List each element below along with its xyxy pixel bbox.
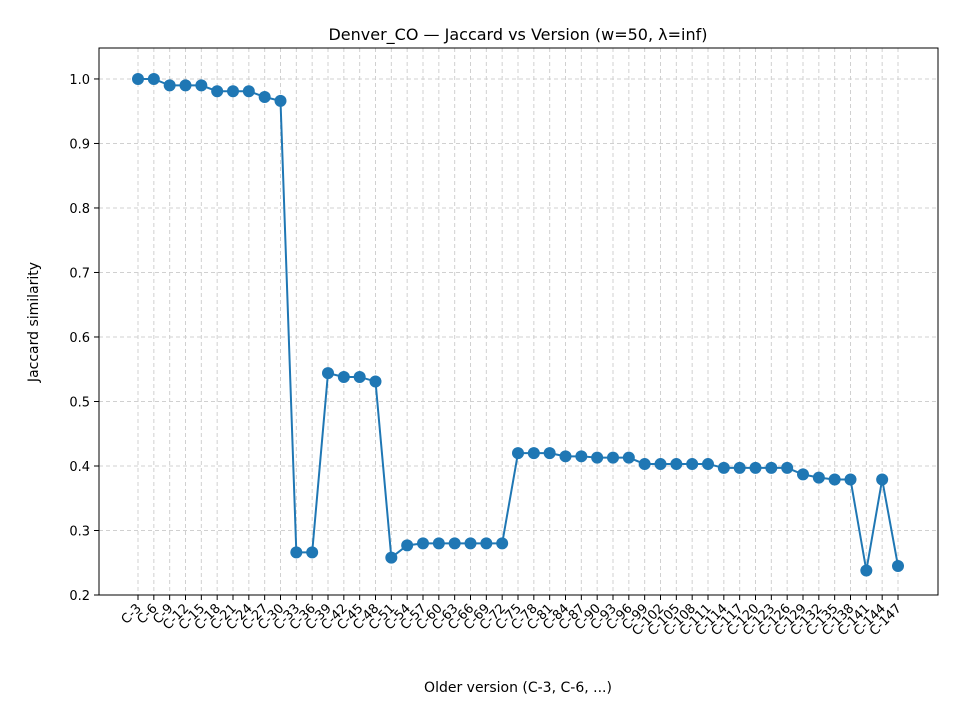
- point: [591, 451, 604, 464]
- point: [733, 461, 746, 474]
- point: [147, 72, 160, 85]
- point: [892, 559, 904, 572]
- point: [227, 85, 239, 98]
- y-tick-label: 0.6: [69, 331, 90, 346]
- point: [781, 461, 794, 474]
- point: [385, 551, 398, 564]
- y-tick-label: 0.5: [69, 395, 90, 410]
- point: [195, 79, 208, 92]
- point: [163, 79, 176, 92]
- point: [622, 451, 635, 464]
- y-tick-label: 0.8: [69, 202, 90, 217]
- y-axis-label: Jaccard similarity: [26, 262, 42, 383]
- point: [179, 79, 192, 92]
- y-tick-label: 0.3: [69, 524, 90, 539]
- point: [496, 537, 509, 550]
- point: [417, 537, 429, 550]
- point: [242, 85, 255, 98]
- y-tick-label: 1.0: [69, 73, 90, 88]
- point: [559, 450, 572, 463]
- point: [702, 458, 714, 471]
- point: [797, 468, 809, 481]
- plot-frame: [98, 47, 939, 596]
- point: [401, 539, 414, 552]
- point: [448, 537, 461, 550]
- point: [543, 447, 556, 460]
- y-tick-label: 0.4: [69, 460, 90, 475]
- point: [812, 471, 825, 484]
- point: [686, 458, 699, 471]
- point: [717, 461, 730, 474]
- point: [527, 447, 540, 460]
- point: [353, 370, 366, 383]
- x-axis-label: Older version (C-3, C-6, ...): [424, 680, 612, 696]
- point: [274, 94, 287, 107]
- point: [290, 546, 303, 559]
- point: [828, 473, 841, 486]
- point: [211, 85, 224, 98]
- point: [860, 564, 873, 577]
- point: [322, 367, 334, 380]
- point: [464, 537, 477, 550]
- point: [369, 375, 382, 388]
- point: [306, 546, 319, 559]
- point: [480, 537, 493, 550]
- y-tick-label: 0.9: [69, 137, 90, 152]
- point: [749, 461, 762, 474]
- y-tick-label: 0.2: [69, 589, 90, 604]
- chart-title: Denver_CO — Jaccard vs Version (w=50, λ=…: [328, 25, 707, 45]
- point: [876, 473, 889, 486]
- point: [512, 447, 524, 460]
- point: [844, 473, 857, 486]
- point: [575, 450, 588, 463]
- point: [432, 537, 445, 550]
- point: [337, 370, 350, 383]
- point: [607, 451, 619, 464]
- point: [132, 72, 144, 85]
- point: [670, 458, 683, 471]
- point: [258, 91, 271, 104]
- y-tick-label: 0.7: [69, 266, 90, 281]
- point: [654, 458, 667, 471]
- point: [765, 461, 778, 474]
- point: [638, 458, 651, 471]
